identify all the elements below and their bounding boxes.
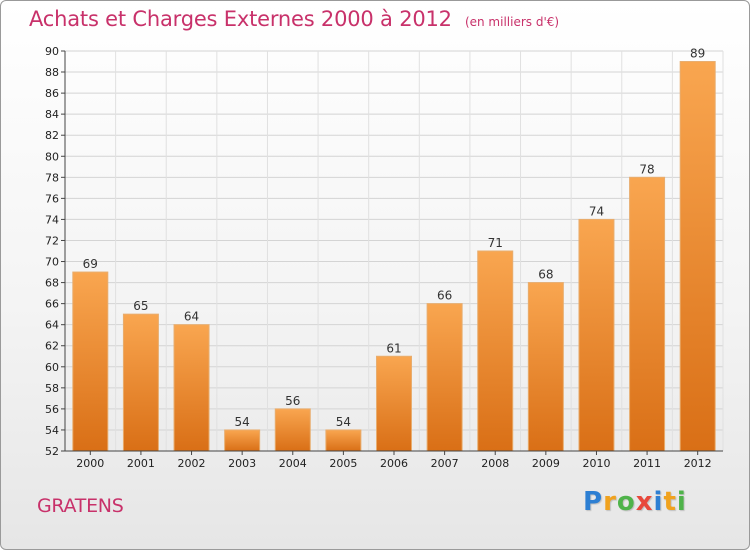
bar-2000 xyxy=(72,271,109,452)
data-label-2005: 54 xyxy=(336,415,351,429)
x-tick-label: 2009 xyxy=(532,457,560,470)
data-label-2010: 74 xyxy=(589,204,604,218)
y-tick-label: 80 xyxy=(45,150,59,163)
y-tick-label: 52 xyxy=(45,445,59,458)
bar-2007 xyxy=(426,303,463,452)
logo-letter: o xyxy=(616,487,636,517)
bar-2009 xyxy=(527,282,564,452)
data-label-2009: 68 xyxy=(538,268,553,282)
y-tick-label: 86 xyxy=(45,87,59,100)
data-label-2002: 64 xyxy=(184,310,199,324)
data-label-2006: 61 xyxy=(386,341,401,355)
y-tick-label: 58 xyxy=(45,382,59,395)
proxiti-logo: Proxiti xyxy=(583,487,687,517)
x-tick-label: 2003 xyxy=(228,457,256,470)
x-tick-label: 2000 xyxy=(76,457,104,470)
bar-2008 xyxy=(477,250,514,452)
bars xyxy=(72,61,716,452)
x-tick-label: 2008 xyxy=(481,457,509,470)
x-tick-label: 2004 xyxy=(279,457,307,470)
data-label-2003: 54 xyxy=(235,415,250,429)
bar-2006 xyxy=(376,355,412,452)
y-tick-label: 78 xyxy=(45,171,59,184)
bar-2011 xyxy=(629,176,666,452)
x-tick-label: 2011 xyxy=(633,457,661,470)
logo-letter: i xyxy=(676,487,687,517)
x-tick-label: 2007 xyxy=(431,457,459,470)
bar-2010 xyxy=(578,218,615,452)
y-tick-label: 90 xyxy=(45,45,59,58)
x-tick-label: 2010 xyxy=(582,457,610,470)
data-label-2011: 78 xyxy=(639,162,654,176)
bar-2005 xyxy=(325,429,362,452)
logo-letter: r xyxy=(603,487,617,517)
bar-2003 xyxy=(224,429,261,452)
bar-2004 xyxy=(274,408,311,452)
x-tick-label: 2006 xyxy=(380,457,408,470)
title-block: Achats et Charges Externes 2000 à 2012 (… xyxy=(29,7,559,31)
y-tick-label: 68 xyxy=(45,277,59,290)
y-tick-label: 74 xyxy=(45,213,59,226)
axes: 52 54 56 58 60 62 64 66 68 70 72 74 76 78 80 82 84 86 88 90… xyxy=(45,45,723,470)
logo-letter: x xyxy=(635,487,654,517)
logo-letter: P xyxy=(583,487,604,517)
x-tick-label: 2005 xyxy=(329,457,357,470)
x-tick-label: 2001 xyxy=(127,457,155,470)
x-tick-label: 2012 xyxy=(684,457,712,470)
data-label-2012: 89 xyxy=(690,47,705,61)
y-tick-label: 62 xyxy=(45,340,59,353)
bar-2001 xyxy=(122,313,159,452)
y-tick-label: 60 xyxy=(45,361,59,374)
commune-name: GRATENS xyxy=(37,495,124,517)
y-tick-label: 56 xyxy=(45,403,59,416)
logo-letter: t xyxy=(663,487,677,517)
data-label-2001: 65 xyxy=(133,299,148,313)
y-tick-label: 70 xyxy=(45,256,59,269)
y-tick-label: 66 xyxy=(45,298,59,311)
y-tick-label: 82 xyxy=(45,129,59,142)
y-tick-label: 72 xyxy=(45,234,59,247)
data-label-2004: 56 xyxy=(285,394,300,408)
logo-letter: i xyxy=(653,487,664,517)
data-label-2000: 69 xyxy=(83,257,98,271)
data-labels: 69 65 64 54 56 54 61 66 71 68 74 78 89 xyxy=(83,47,706,429)
chart-title: Achats et Charges Externes 2000 à 2012 xyxy=(29,7,452,31)
y-tick-label: 76 xyxy=(45,192,59,205)
data-label-2007: 66 xyxy=(437,289,452,303)
data-label-2008: 71 xyxy=(488,236,503,250)
y-tick-label: 64 xyxy=(45,319,59,332)
chart-subtitle: (en milliers d'€) xyxy=(464,15,560,29)
y-tick-label: 84 xyxy=(45,108,59,121)
y-tick-label: 88 xyxy=(45,66,59,79)
y-tick-label: 54 xyxy=(45,424,59,437)
x-tick-label: 2002 xyxy=(178,457,206,470)
bar-2002 xyxy=(173,324,210,452)
bar-2012 xyxy=(679,61,716,452)
